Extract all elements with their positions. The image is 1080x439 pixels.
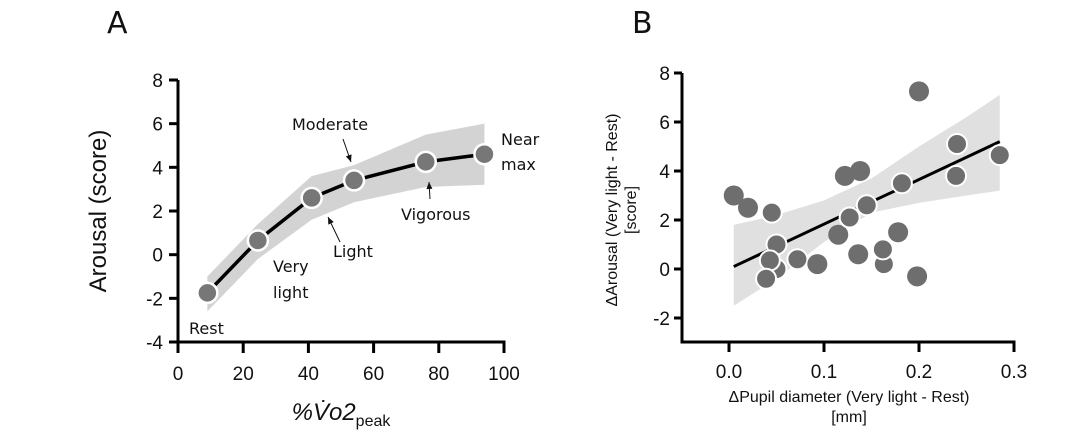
panel-b-x-axis-title-unit: [mm] (831, 409, 867, 426)
panel-a-x-tick-label: 0 (173, 364, 184, 385)
panel-a-annotation-arrowhead (328, 217, 334, 225)
panel-a-annotation-label: Rest (189, 319, 224, 338)
panel-b-x-tick-label: 0.3 (1001, 362, 1027, 383)
panel-b-data-point (888, 222, 909, 243)
panel-a-x-axis-title: %V̇o2peak (292, 398, 392, 430)
panel-a-annotation-arrowhead (345, 154, 352, 162)
panel-a-y-tick-label: 6 (152, 115, 163, 136)
panel-b-data-point (909, 81, 929, 102)
panel-b-x-axis-title: ΔPupil diameter (Very light - Rest) (729, 389, 970, 406)
panel-a-annotation-label: Vigorous (401, 205, 470, 224)
panel-b-data-point (755, 267, 778, 290)
panel-a-data-point (342, 169, 366, 192)
panel-b-axes: -2 0 2 4 6 8 0.0 0.1 0.2 0.3 (653, 64, 1027, 383)
panel-a-annotation-label: Very (273, 257, 309, 276)
panel-a-data-point (246, 229, 270, 252)
panel-a-annotation-label: Near (501, 130, 540, 149)
panel-b-data-point (738, 197, 758, 218)
panel-b-y-axis-title: ΔArousal (Very light - Rest) (604, 114, 621, 307)
panel-b-data-point (848, 244, 869, 265)
panel-a-annotation-arrowhead (426, 182, 433, 190)
panel-b-data-point (786, 248, 809, 271)
panel-b-y-tick-label: 0 (659, 260, 670, 281)
panel-b-data-point (890, 172, 913, 195)
panel-b-data-point (945, 164, 968, 187)
panel-a-annotation-label: light (273, 283, 308, 302)
panel-b-x-tick-label: 0.1 (811, 362, 837, 383)
panel-a-y-tick-label: -2 (146, 289, 163, 310)
panel-b-data-point (988, 144, 1011, 167)
panel-b-x-tick-label: 0.2 (906, 362, 932, 383)
panel-a-y-axis-title: Arousal (score) (85, 130, 112, 293)
panel-b-y-tick-label: 6 (659, 113, 670, 134)
panel-a-y-tick-label: 2 (152, 202, 163, 223)
panel-b-data-point (855, 194, 878, 217)
panel-b-y-tick-label: 4 (659, 162, 670, 183)
panel-b-y-tick-label: 8 (659, 64, 670, 85)
panel-a-data-point (196, 281, 219, 305)
panel-a-x-axis-title-main: %V̇o2 (292, 398, 356, 426)
panel-a-x-tick-label: 40 (298, 364, 319, 385)
panel-a-y-tick-label: -4 (146, 333, 163, 354)
panel-a-data-point (414, 150, 438, 174)
panel-a-x-tick-label: 60 (363, 364, 384, 385)
panel-a-confidence-band (207, 123, 485, 312)
panel-b-y-tick-label: 2 (659, 211, 670, 232)
panel-a-x-tick-label: 80 (428, 364, 449, 385)
panel-b-data-point (838, 206, 861, 229)
panel-b-letter: B (632, 6, 653, 41)
panel-b-x-tick-label: 0.0 (716, 362, 742, 383)
panel-b-data-point (907, 266, 928, 287)
panel-b-data-point (723, 185, 744, 206)
panel-b-data-point (807, 254, 828, 275)
panel-b-points-group (723, 81, 1011, 290)
panel-b-data-point (760, 201, 783, 224)
panel-a-annotations: Rest Very light Light Moderate Vigorous Near ma… (189, 115, 540, 338)
panel-a-confidence-band-group (207, 123, 485, 312)
panel-a-points-group (196, 142, 496, 305)
panel-a-annotation-label: max (501, 155, 536, 174)
panel-b-chart: -2 0 2 4 6 8 0.0 0.1 0.2 0.3 ΔArousal (Very light… (604, 64, 1027, 426)
panel-a-x-tick-label: 20 (233, 364, 254, 385)
panel-b-y-axis-title-unit: [score] (623, 186, 640, 234)
panel-b-data-point (871, 238, 894, 261)
panel-b-data-point (834, 165, 855, 186)
panel-a-data-point (300, 186, 323, 210)
panel-b-data-point (828, 224, 849, 245)
panel-a-y-tick-label: 4 (152, 158, 163, 179)
panel-b-y-tick-label: -2 (653, 309, 670, 330)
panel-b-data-point (758, 249, 781, 272)
panel-a-data-point (473, 142, 496, 166)
panel-a-letter: A (107, 6, 128, 41)
panel-b-data-point (850, 161, 871, 181)
panel-a-x-tick-label: 100 (488, 364, 520, 385)
panel-b-data-point (946, 133, 968, 156)
panel-a-x-axis-title-sub: peak (356, 413, 392, 430)
panel-a-annotation-label: Moderate (292, 115, 368, 134)
panel-a-annotation-label: Light (333, 242, 373, 261)
panel-a-y-tick-label: 0 (152, 246, 163, 267)
panel-a-y-tick-label: 8 (152, 71, 163, 92)
